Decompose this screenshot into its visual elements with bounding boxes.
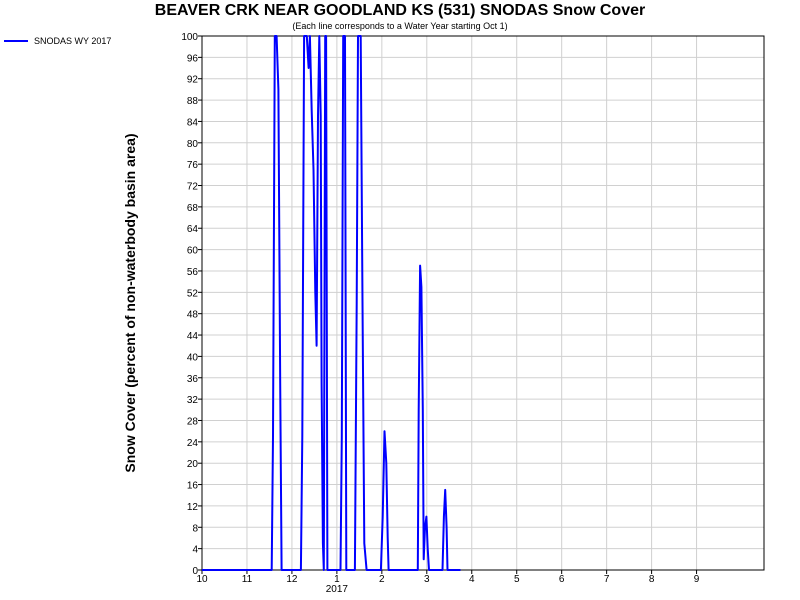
y-tick-label: 60: [187, 246, 199, 257]
x-tick-label: 5: [514, 574, 520, 585]
legend: SNODAS WY 2017: [4, 36, 111, 46]
y-tick-label: 76: [187, 160, 199, 171]
y-tick-label: 44: [187, 331, 199, 342]
x-tick-label: 9: [694, 574, 700, 585]
chart-subtitle: (Each line corresponds to a Water Year s…: [292, 21, 508, 31]
x-tick-label: 12: [286, 574, 298, 585]
y-tick-label: 40: [187, 352, 199, 363]
legend-swatch: [4, 40, 28, 42]
x-tick-label: 8: [649, 574, 655, 585]
y-tick-label: 80: [187, 139, 199, 150]
y-tick-label: 28: [187, 416, 199, 427]
y-tick-label: 12: [187, 502, 199, 513]
y-tick-label: 64: [187, 224, 199, 235]
x-tick-label: 1: [334, 574, 340, 585]
y-tick-label: 48: [187, 310, 199, 321]
x-year-label: 2017: [326, 584, 349, 595]
y-tick-label: 68: [187, 203, 199, 214]
plot-frame: [201, 35, 765, 571]
x-tick-label: 7: [604, 574, 610, 585]
legend-label: SNODAS WY 2017: [34, 36, 112, 46]
y-tick-label: 84: [187, 117, 199, 128]
y-tick-label: 8: [192, 523, 198, 534]
y-tick-label: 32: [187, 395, 199, 406]
x-tick-label: 10: [196, 574, 208, 585]
y-tick-label: 88: [187, 96, 199, 107]
y-tick-label: 0: [192, 566, 198, 577]
y-tick-label: 16: [187, 481, 199, 492]
y-tick-label: 24: [187, 438, 199, 449]
y-tick-label: 4: [192, 545, 198, 556]
x-tick-label: 2: [379, 574, 385, 585]
series-line: [202, 35, 461, 571]
y-tick-label: 20: [187, 459, 199, 470]
x-tick-label: 11: [242, 574, 253, 585]
x-tick-label: 3: [424, 574, 430, 585]
chart-title: BEAVER CRK NEAR GOODLAND KS (531) SNODAS…: [154, 2, 646, 19]
y-tick-label: 36: [187, 374, 199, 385]
x-tick-label: 6: [559, 574, 565, 585]
y-tick-label: 52: [187, 288, 199, 299]
x-tick-label: 4: [469, 574, 475, 585]
y-tick-label: 100: [181, 32, 198, 43]
y-tick-label: 96: [187, 53, 199, 64]
y-tick-label: 92: [187, 75, 199, 86]
y-tick-label: 56: [187, 267, 199, 278]
y-tick-label: 72: [187, 182, 199, 193]
